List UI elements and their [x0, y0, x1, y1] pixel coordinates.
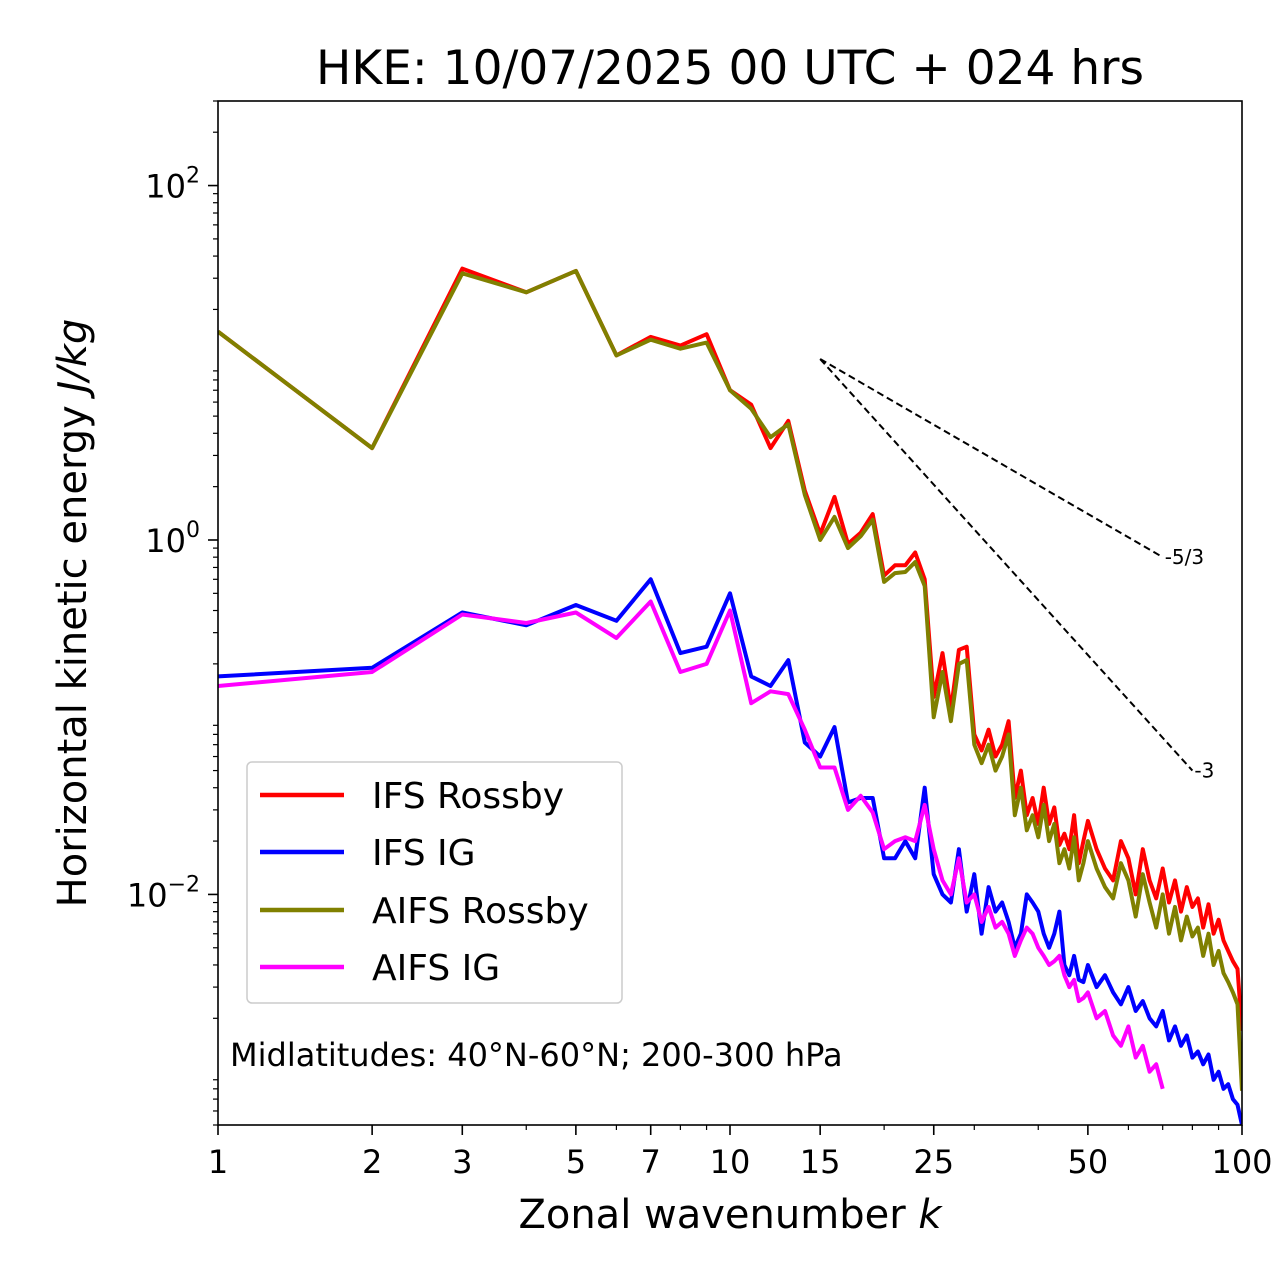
- region-annotation: Midlatitudes: 40°N-60°N; 200-300 hPa: [230, 1036, 843, 1074]
- reference-slopes: -5/3 -3: [819, 358, 1214, 783]
- y-axis-label-unit: J/kg: [50, 319, 96, 400]
- series-line-aifs-rossby: [218, 268, 1242, 1091]
- legend: IFS Rossby IFS IG AIFS Rossby AIFS IG: [246, 761, 623, 1004]
- data-series: [218, 266, 1242, 1125]
- legend-label-aifs-rossby: AIFS Rossby: [372, 891, 589, 932]
- legend-label-aifs-ig: AIFS IG: [372, 948, 500, 989]
- x-tick-label: 10: [710, 1143, 751, 1181]
- x-tick-label: 25: [913, 1143, 954, 1181]
- reference-slope-label: -5/3: [1165, 545, 1204, 569]
- legend-label-ifs-ig: IFS IG: [372, 833, 476, 874]
- x-tick-label: 2: [362, 1143, 382, 1181]
- y-axis-label: Horizontal kinetic energy J/kg: [50, 319, 96, 908]
- y-tick-label: 10−2: [127, 872, 200, 914]
- chart-title: HKE: 10/07/2025 00 UTC + 024 hrs: [316, 41, 1144, 96]
- x-tick-label: 3: [452, 1143, 472, 1181]
- x-tick-label: 1: [208, 1143, 228, 1181]
- x-tick-label: 15: [800, 1143, 841, 1181]
- x-tick-label: 100: [1211, 1143, 1272, 1181]
- series-line-ifs-ig: [218, 577, 1242, 1125]
- x-tick-label: 50: [1068, 1143, 1109, 1181]
- series-line-aifs-ig: [218, 599, 1165, 1090]
- reference-slope-line: [819, 358, 1194, 772]
- y-tick-label: 102: [145, 164, 200, 206]
- x-axis-label: Zonal wavenumber k: [518, 1192, 943, 1238]
- x-tick-label: 5: [566, 1143, 586, 1181]
- y-tick-label: 100: [145, 518, 200, 560]
- reference-slope-label: -3: [1194, 759, 1214, 783]
- x-axis-label-variable: k: [918, 1192, 943, 1238]
- plot-frame: [217, 100, 1243, 1126]
- legend-box: [246, 761, 623, 1004]
- axis-ticks: 1 2 3 5 7 10 15 25 50 100 10−2 100 102: [127, 100, 1273, 1181]
- y-axis-label-text: Horizontal kinetic energy: [50, 405, 96, 907]
- x-tick-label: 7: [641, 1143, 661, 1181]
- legend-label-ifs-rossby: IFS Rossby: [372, 776, 564, 817]
- x-axis-label-text: Zonal wavenumber: [518, 1192, 906, 1238]
